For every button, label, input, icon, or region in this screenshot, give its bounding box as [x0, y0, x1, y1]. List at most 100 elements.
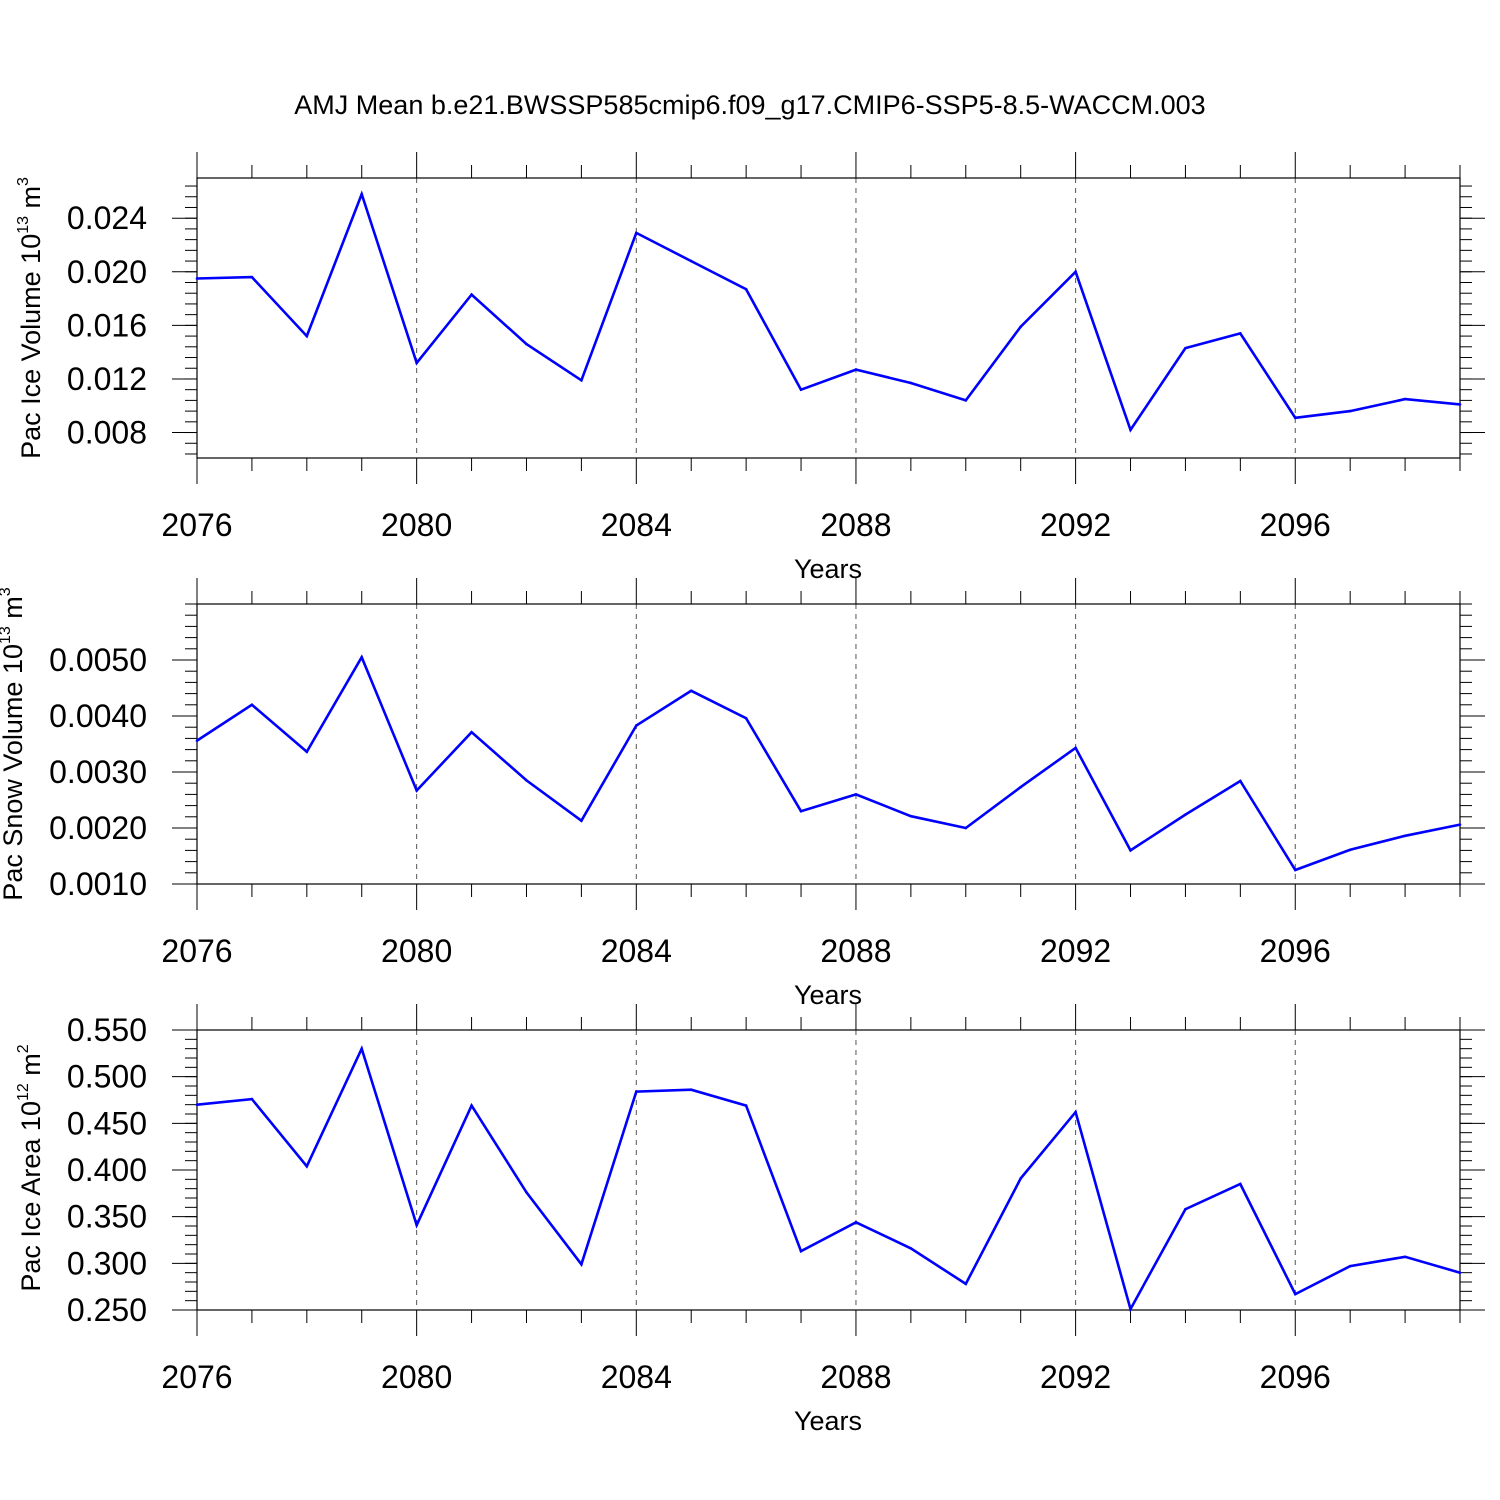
y-axis-label-text: Pac Ice Volume 10 [16, 234, 46, 459]
data-point [360, 655, 364, 659]
data-point [415, 789, 418, 792]
data-point [689, 1088, 693, 1092]
y-tick-label: 0.550 [67, 1012, 147, 1048]
x-tick-label: 2092 [1040, 1359, 1111, 1395]
data-point [1074, 746, 1077, 750]
data-point [744, 716, 748, 720]
data-point [635, 231, 638, 235]
data-point [689, 259, 693, 263]
x-tick-label: 2080 [381, 507, 452, 543]
data-point [580, 378, 583, 382]
y-axis-label-exp: 13 [0, 626, 14, 644]
panel-3: 0.250 0.300 0.350 0.400 0.450 0.500 0.550 2076 2… [15, 1004, 1485, 1436]
data-point [1348, 1264, 1352, 1268]
data-point [415, 1223, 418, 1227]
x-tick-label: 2092 [1040, 507, 1111, 543]
x-tick-label: 2084 [601, 1359, 672, 1395]
y-tick-label: 0.020 [67, 254, 147, 290]
data-point [1239, 332, 1242, 335]
x-axis-label: Years [794, 980, 862, 1010]
data-point [1019, 325, 1022, 329]
data-point [1348, 409, 1352, 413]
x-axis-label: Years [794, 1406, 862, 1436]
y-axis-label-exp: 13 [15, 216, 32, 234]
data-point [854, 368, 858, 371]
data-point [470, 293, 473, 296]
data-point [525, 779, 528, 782]
data-point [250, 1097, 254, 1101]
data-point [195, 277, 199, 280]
data-point [525, 1191, 528, 1194]
data-point [305, 1164, 309, 1168]
y-tick-label: 0.350 [67, 1199, 147, 1235]
x-tick-label: 2088 [820, 1359, 891, 1395]
data-point [909, 814, 913, 818]
y-tick-label: 0.0020 [49, 810, 147, 846]
x-tick-label: 2076 [161, 507, 232, 543]
x-axis-label: Years [794, 554, 862, 584]
data-point [1074, 270, 1077, 274]
y-axis-label-unit: m [16, 1053, 46, 1083]
data-point [470, 730, 473, 734]
y-tick-label: 0.016 [67, 307, 147, 343]
data-point [744, 287, 748, 291]
plot-frame [196, 177, 1461, 459]
data-point [1129, 849, 1132, 852]
y-tick-label: 0.012 [67, 361, 147, 397]
y-tick-label: 0.0050 [49, 642, 147, 678]
data-point [1239, 1182, 1242, 1186]
data-point [250, 703, 254, 707]
y-axis-label-exp: 12 [15, 1083, 32, 1101]
data-point [1239, 779, 1242, 783]
data-point [415, 361, 418, 365]
data-point [1458, 403, 1462, 406]
data-point [635, 724, 638, 727]
x-tick-label: 2092 [1040, 933, 1111, 969]
x-tick-label: 2076 [161, 1359, 232, 1395]
y-tick-label: 0.400 [67, 1152, 147, 1188]
data-point [1293, 868, 1297, 872]
y-axis-label-unit-exp: 3 [0, 587, 14, 596]
x-tick-label: 2076 [161, 933, 232, 969]
y-tick-label: 0.0030 [49, 754, 147, 790]
data-point [909, 1247, 913, 1250]
series-line [196, 1045, 1461, 1313]
data-point [799, 388, 803, 391]
data-point [1458, 823, 1462, 826]
data-point [854, 1220, 858, 1224]
data-point [1019, 785, 1022, 789]
y-axis-label-unit-exp: 3 [15, 177, 32, 186]
y-axis-label: Pac Ice Volume 1013 m3 [15, 177, 46, 459]
y-axis-label-text: Pac Snow Volume 10 [0, 644, 28, 901]
data-point [305, 334, 309, 338]
data-point [744, 1104, 748, 1107]
series-line [196, 654, 1461, 872]
data-point [964, 1282, 968, 1286]
data-point [689, 689, 693, 693]
y-tick-label: 0.024 [67, 200, 147, 236]
y-axis-label-unit: m [16, 186, 46, 216]
data-point [964, 399, 968, 402]
y-axis-label-unit: m [0, 596, 28, 626]
y-tick-label: 0.450 [67, 1105, 147, 1141]
data-point [360, 1047, 364, 1050]
data-point [580, 819, 583, 823]
y-tick-label: 0.0040 [49, 698, 147, 734]
panel-2: 0.0010 0.0020 0.0030 0.0040 0.0050 2076 2080 20… [0, 578, 1485, 1010]
y-tick-label: 0.300 [67, 1245, 147, 1281]
x-tick-label: 2084 [601, 933, 672, 969]
data-point [360, 192, 364, 196]
x-tick-label: 2088 [820, 933, 891, 969]
data-point [909, 381, 913, 385]
x-tick-label: 2096 [1260, 933, 1331, 969]
data-point [1403, 834, 1407, 838]
data-point [195, 739, 199, 742]
chart-title: AMJ Mean b.e21.BWSSP585cmip6.f09_g17.CMI… [294, 90, 1205, 120]
data-point [854, 793, 858, 796]
data-point [1293, 1292, 1297, 1296]
series-line [196, 190, 1461, 433]
data-point [1184, 1207, 1187, 1211]
data-point [580, 1262, 583, 1266]
